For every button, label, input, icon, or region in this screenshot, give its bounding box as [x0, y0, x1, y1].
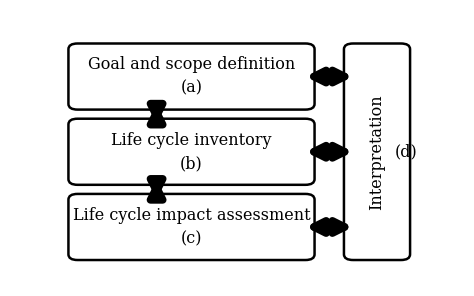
FancyBboxPatch shape	[68, 119, 315, 185]
FancyBboxPatch shape	[68, 44, 315, 110]
Text: Interpretation: Interpretation	[368, 94, 385, 210]
Text: (d): (d)	[395, 143, 418, 160]
Text: Goal and scope definition
(a): Goal and scope definition (a)	[88, 56, 295, 97]
Text: Life cycle inventory
(b): Life cycle inventory (b)	[111, 131, 272, 172]
FancyBboxPatch shape	[344, 44, 410, 260]
FancyBboxPatch shape	[68, 194, 315, 260]
Text: Life cycle impact assessment
(c): Life cycle impact assessment (c)	[73, 207, 310, 247]
